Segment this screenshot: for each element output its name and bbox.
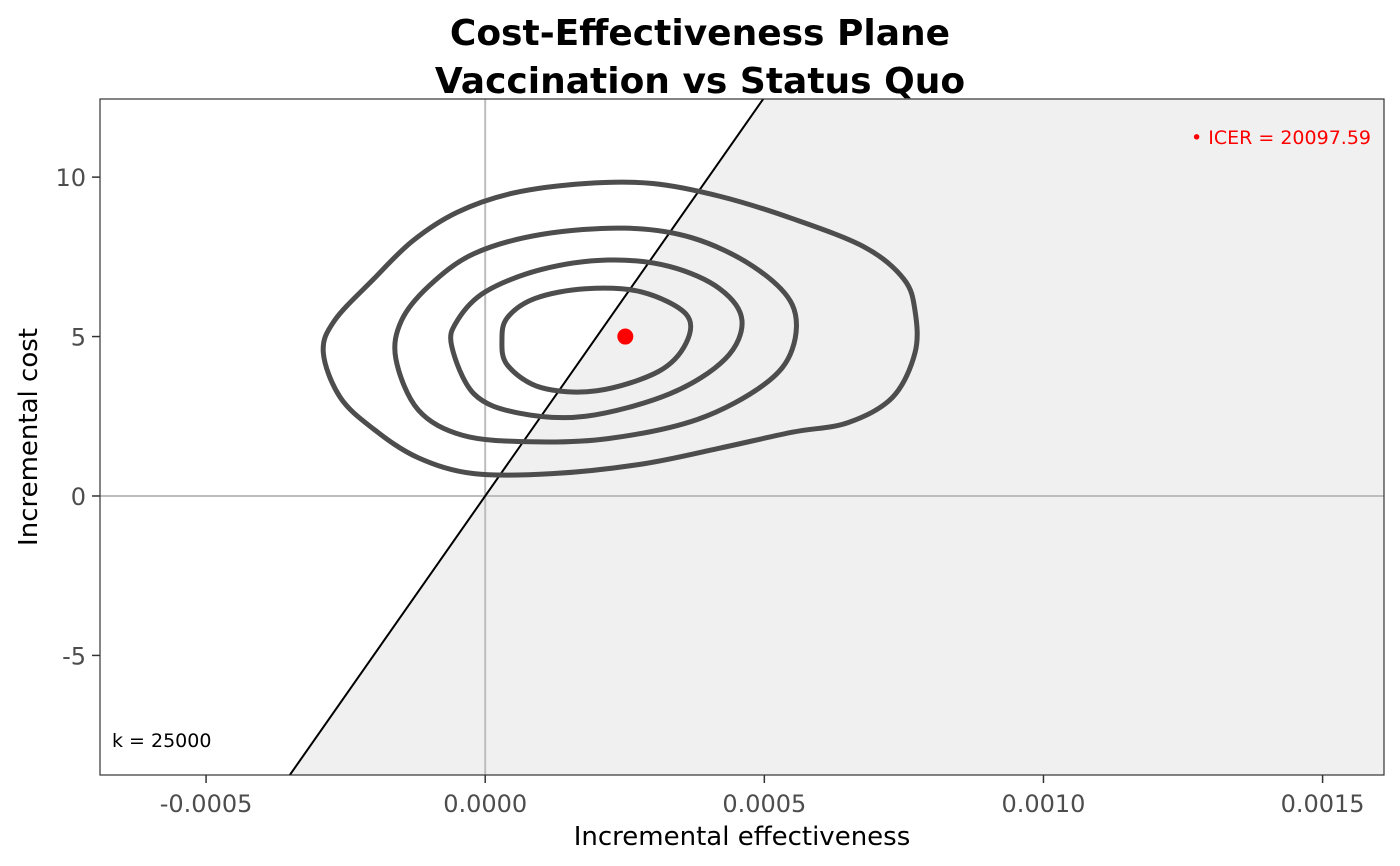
x-tick-label: 0.0000 bbox=[443, 790, 527, 818]
x-tick-label: -0.0005 bbox=[160, 790, 253, 818]
plot-border bbox=[99, 98, 1385, 776]
x-tick-label: 0.0015 bbox=[1281, 790, 1365, 818]
chart-title-line-1: Cost-Effectiveness Plane bbox=[449, 13, 951, 54]
y-tick-label: -5 bbox=[62, 642, 86, 670]
y-tick-label: 5 bbox=[71, 324, 86, 352]
cost-effective-region bbox=[289, 99, 1384, 775]
wtp-threshold-line bbox=[288, 99, 765, 775]
y-tick-label: 10 bbox=[55, 164, 86, 192]
density-contour-2 bbox=[392, 225, 799, 445]
x-axis-title: Incremental effectiveness bbox=[574, 822, 911, 852]
density-contour-1 bbox=[320, 179, 920, 478]
wtp-k-label: k = 25000 bbox=[112, 730, 211, 752]
chart-title-line-2: Vaccination vs Status Quo bbox=[434, 61, 966, 102]
icer-label: • ICER = 20097.59 bbox=[1191, 127, 1371, 149]
density-contour-3 bbox=[448, 257, 745, 421]
icer-point bbox=[617, 328, 634, 345]
density-contour-4 bbox=[499, 285, 694, 395]
x-tick-label: 0.0005 bbox=[722, 790, 806, 818]
y-tick-label: 0 bbox=[71, 483, 86, 511]
y-axis-title: Incremental cost bbox=[14, 328, 44, 546]
x-tick-label: 0.0010 bbox=[1001, 790, 1085, 818]
